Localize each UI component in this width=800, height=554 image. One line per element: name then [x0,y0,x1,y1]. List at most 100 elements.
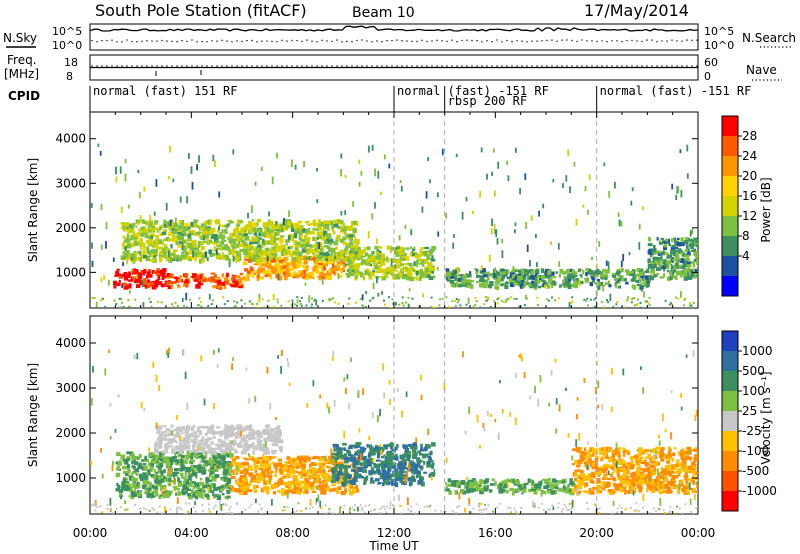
y-tick-label: 1000 [55,265,86,279]
echo-cell [413,246,416,250]
echo-cell [160,224,164,229]
noise-right-tick-top: 10^5 [704,25,734,38]
echo-cell [415,259,419,265]
echo-cell [563,278,566,283]
echo-cell [389,265,394,269]
echo-cell [149,461,154,465]
echo-cell [243,233,248,236]
echo-cell [192,485,195,490]
echo-cell [224,447,228,452]
echo-cell [326,459,332,463]
echo-cell [474,268,477,271]
echo-cell [244,428,249,431]
echo-cell [428,473,432,478]
echo-cell [293,487,296,491]
echo-cell [221,224,226,228]
ground-scatter [692,302,695,305]
sparse-echo [105,241,107,249]
echo-cell [138,453,142,459]
echo-cell [205,445,210,449]
echo-cell [135,473,139,476]
nsearch-point [106,39,108,42]
echo-cell [409,276,415,282]
ground-scatter [459,304,462,307]
echo-cell [338,455,344,459]
echo-cell [122,235,125,239]
echo-cell [336,490,340,495]
echo-cell [226,470,229,475]
nsearch-point [476,40,478,42]
echo-cell [249,226,253,231]
sparse-echo [365,291,367,295]
echo-cell [254,457,259,461]
ground-scatter [91,297,94,299]
echo-cell [135,257,140,261]
echo-cell [190,230,196,233]
echo-cell [236,236,241,241]
echo-cell [527,276,531,280]
sparse-echo [181,242,184,250]
nave-point [496,65,498,67]
ground-scatter [198,297,201,300]
nave-point [486,65,488,67]
sparse-echo [410,229,413,236]
sparse-echo [288,210,290,218]
sparse-echo [361,294,364,301]
ground-scatter [222,296,225,299]
echo-cell [299,480,305,484]
echo-cell [596,279,600,282]
echo-cell [647,263,653,269]
nave-point [286,65,288,67]
echo-cell [164,221,169,225]
echo-cell [299,272,305,278]
nsearch-point [156,40,158,42]
echo-cell [184,226,189,232]
echo-cell [302,270,307,274]
echo-cell [567,278,572,283]
echo-cell [249,239,255,242]
echo-cell [265,221,270,227]
sparse-echo [119,166,122,174]
echo-cell [676,261,680,264]
echo-cell [368,452,371,455]
echo-cell [236,424,241,428]
echo-cell [343,232,347,236]
echo-cell [270,256,274,259]
echo-cell [123,458,128,461]
nsearch-point [421,39,423,42]
echo-cell [518,280,522,285]
echo-cell [481,268,486,273]
echo-cell [118,280,121,283]
echo-cell [292,259,297,262]
echo-cell [644,275,650,280]
echo-cell [264,468,270,473]
echo-cell [683,268,689,272]
echo-cell [239,229,244,233]
echo-cell [178,224,184,230]
echo-cell [118,275,123,279]
echo-cell [291,267,295,271]
sparse-echo [360,170,363,176]
ground-scatter [636,302,639,305]
echo-cell [604,282,610,285]
sparse-echo [174,217,177,223]
echo-cell [236,223,241,227]
echo-cell [321,456,324,459]
ground-scatter [361,304,364,307]
echo-cell [195,283,201,289]
ground-scatter [496,302,499,305]
echo-cell [318,462,323,466]
echo-cell [156,430,161,434]
echo-cell [340,269,343,274]
echo-cell [347,255,351,261]
echo-cell [185,480,190,485]
echo-cell [267,240,270,245]
echo-cell [209,253,213,257]
echo-cell [504,269,509,275]
sparse-echo [584,186,587,192]
echo-cell [319,231,323,237]
echo-cell [187,233,191,238]
ground-scatter [223,303,226,306]
nave-point [641,65,643,67]
echo-cell [336,234,341,239]
